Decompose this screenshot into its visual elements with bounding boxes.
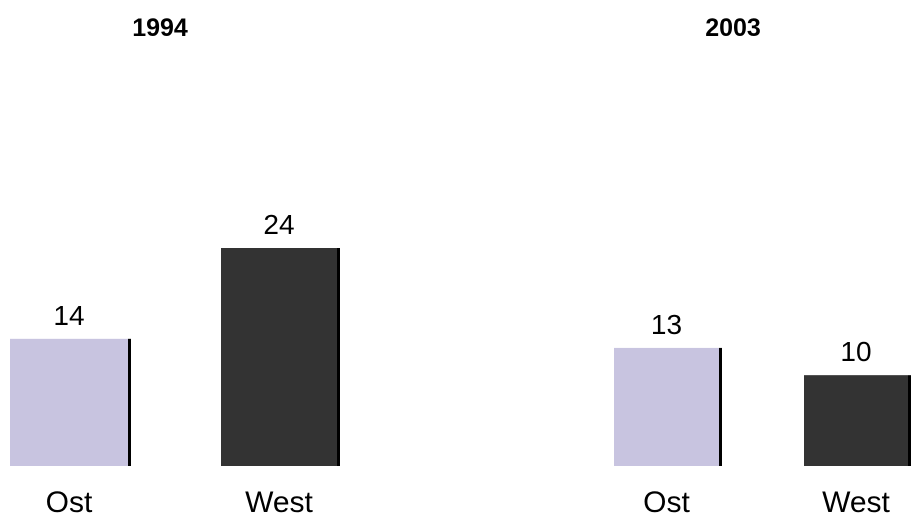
bar-edge-west	[908, 375, 911, 466]
bar-ost	[10, 338, 128, 466]
data-label-west: 10	[840, 336, 871, 367]
category-label-west: West	[822, 486, 890, 519]
bar-west	[804, 375, 908, 466]
data-label-west: 24	[263, 209, 294, 240]
data-label-ost: 14	[53, 300, 84, 331]
bar-edge-ost	[128, 338, 131, 466]
category-label-ost: Ost	[46, 486, 93, 519]
bar-edge-ost	[719, 347, 722, 466]
category-label-ost: Ost	[643, 486, 690, 519]
bar-west	[221, 248, 337, 466]
chart-1994: 1994 14 Ost 24 West	[10, 14, 340, 519]
chart-2003: 2003 13 Ost 10 West	[614, 14, 911, 519]
chart-title: 1994	[132, 14, 188, 42]
bar-ost	[614, 347, 719, 466]
chart-title: 2003	[705, 14, 761, 42]
category-label-west: West	[245, 486, 313, 519]
bar-edge-west	[337, 248, 340, 466]
data-label-ost: 13	[651, 309, 682, 340]
